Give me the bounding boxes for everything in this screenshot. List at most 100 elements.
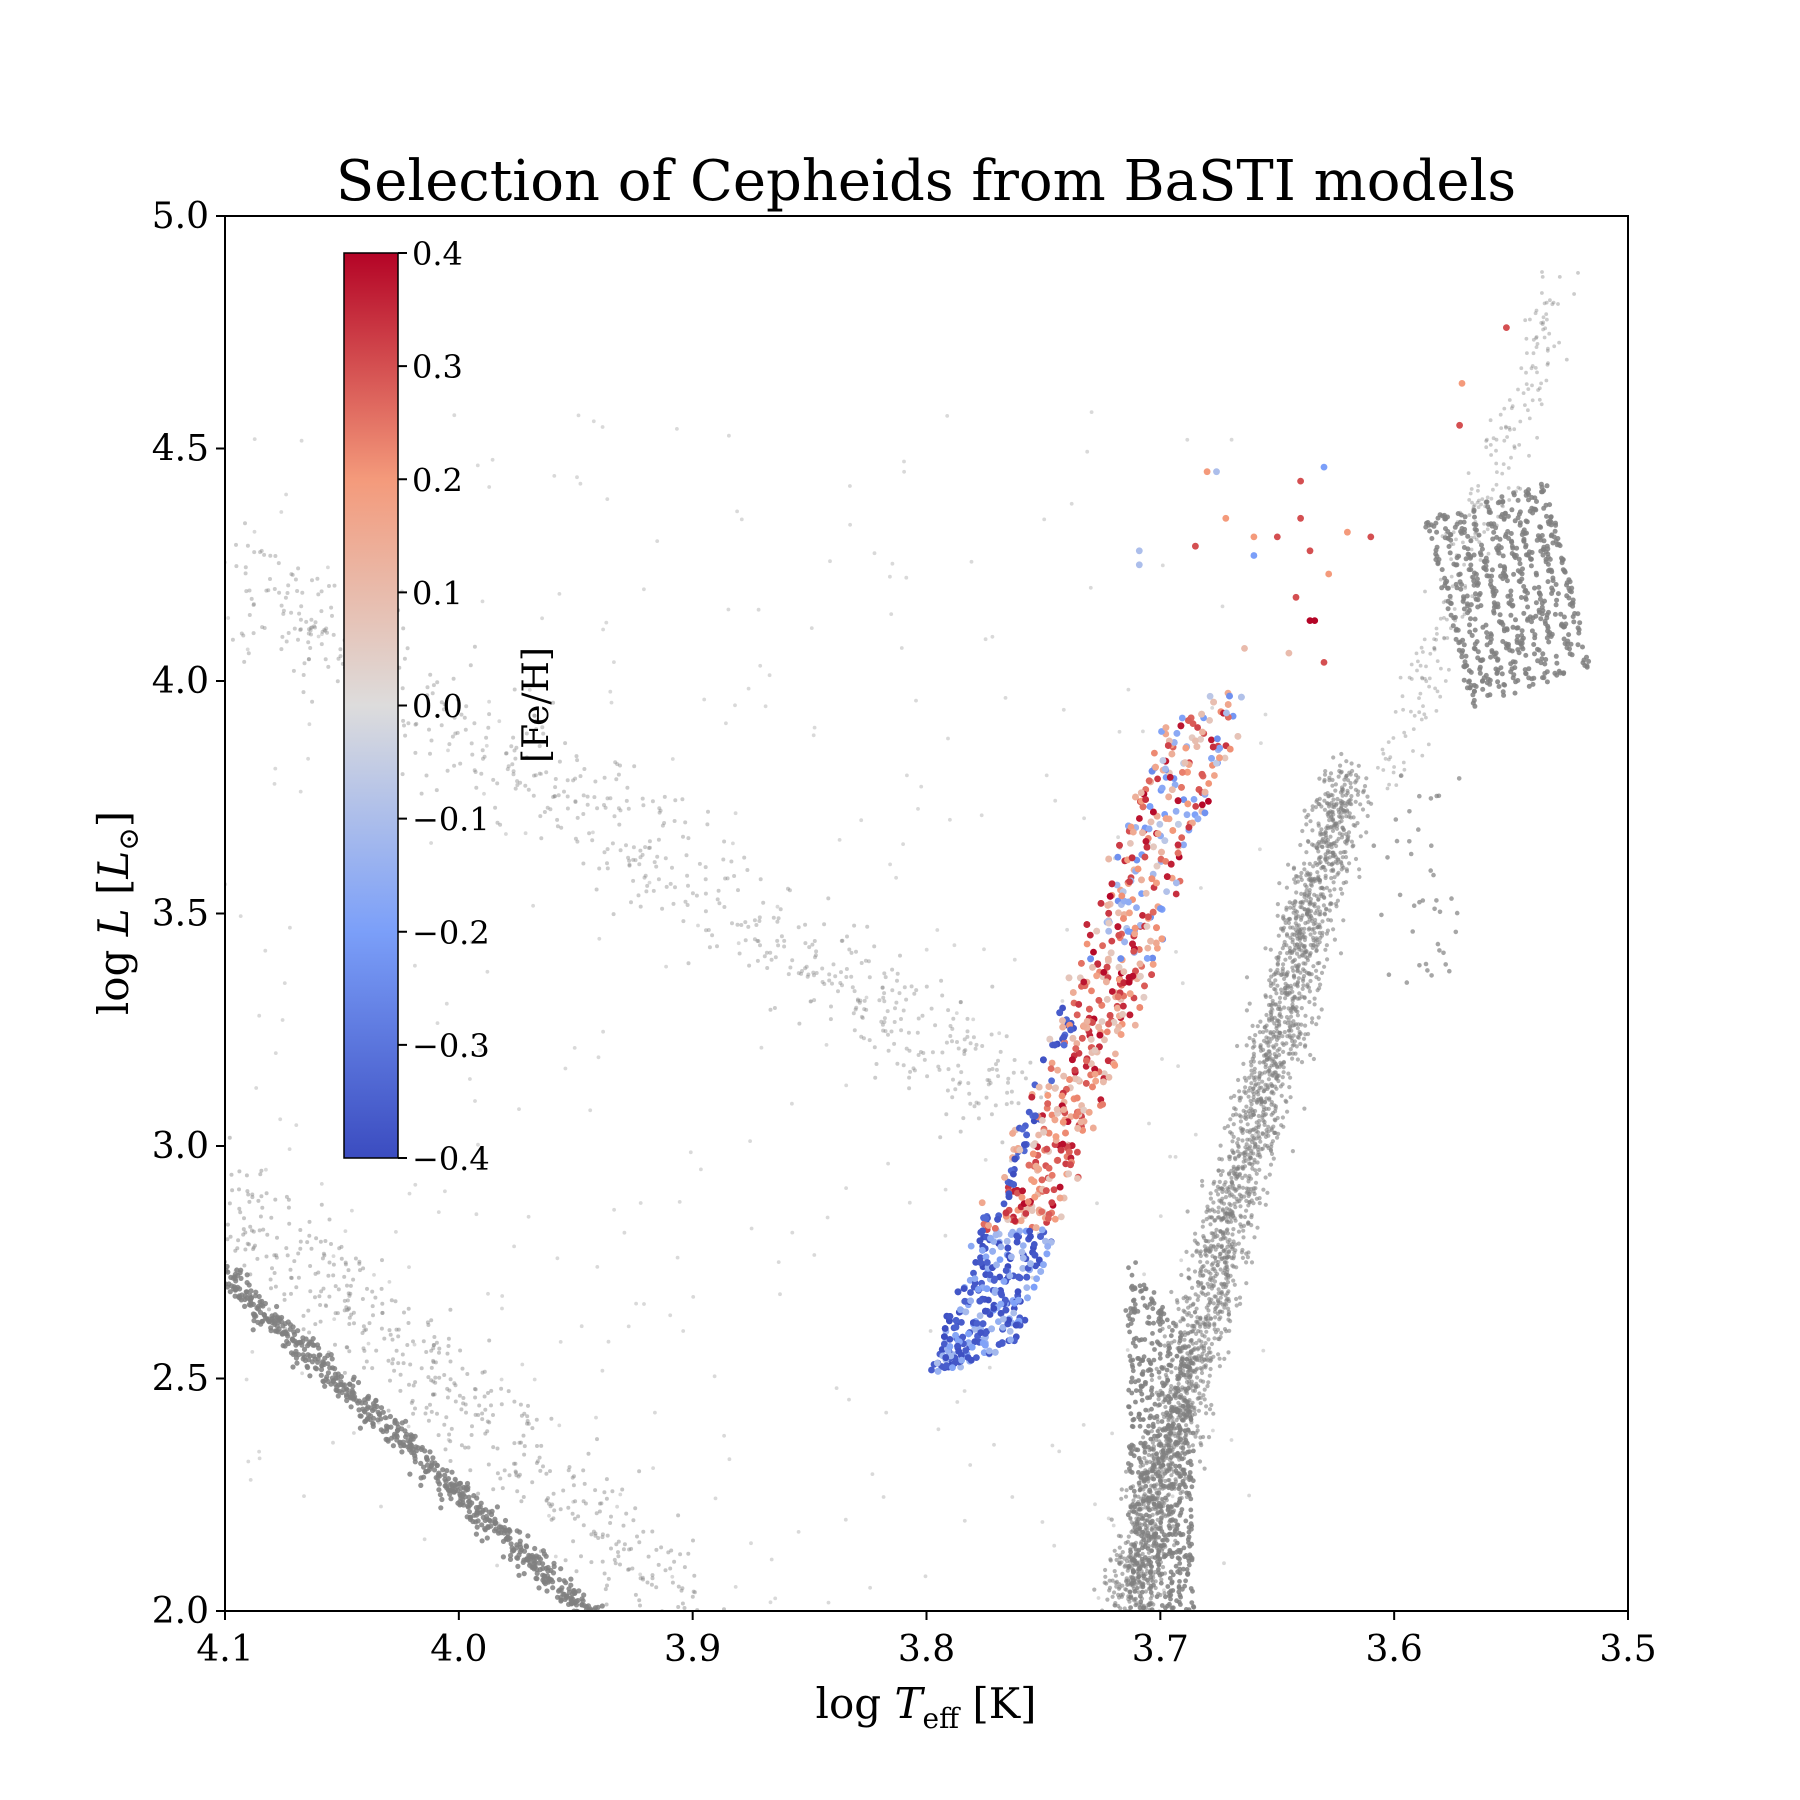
model-point — [1278, 950, 1283, 956]
model-point — [948, 1034, 953, 1038]
model-point — [1302, 1106, 1307, 1111]
model-point — [813, 955, 817, 960]
model-point — [811, 970, 816, 975]
model-point — [828, 559, 832, 564]
model-point — [1270, 1057, 1276, 1062]
model-point — [1149, 1377, 1154, 1383]
model-point — [670, 1574, 675, 1579]
model-point — [314, 1342, 321, 1348]
model-point — [1224, 1263, 1229, 1268]
model-point — [764, 950, 769, 955]
model-point — [1347, 770, 1352, 775]
model-point — [1112, 1618, 1116, 1622]
model-point — [1174, 950, 1178, 954]
model-point — [872, 1045, 877, 1050]
model-point — [539, 836, 544, 841]
model-point — [1298, 842, 1303, 848]
model-point — [1308, 882, 1313, 887]
model-point — [559, 825, 564, 830]
model-point — [944, 1040, 949, 1045]
model-point — [1127, 1329, 1132, 1335]
model-point — [1283, 957, 1288, 962]
model-point — [279, 603, 284, 608]
model-point — [778, 1292, 782, 1297]
model-point — [465, 1372, 470, 1376]
model-point — [455, 1500, 461, 1506]
model-point — [907, 1048, 912, 1053]
model-point — [1142, 1450, 1148, 1455]
model-point — [1231, 1227, 1236, 1232]
model-point — [534, 1461, 539, 1465]
model-point — [594, 1415, 598, 1420]
model-point — [504, 751, 509, 756]
model-point — [1299, 891, 1304, 897]
model-point — [965, 1034, 970, 1039]
model-point — [455, 697, 460, 702]
model-point — [601, 627, 605, 632]
model-point — [447, 742, 452, 747]
model-point — [447, 1388, 452, 1393]
model-point — [1249, 1072, 1254, 1077]
model-point — [633, 1592, 638, 1597]
model-point — [626, 855, 631, 860]
model-point — [1209, 1282, 1214, 1287]
model-point — [1325, 850, 1330, 855]
model-point — [1136, 1516, 1141, 1522]
model-point — [473, 1387, 478, 1392]
model-point — [1141, 729, 1145, 734]
model-point — [1137, 1488, 1143, 1493]
model-point — [486, 1291, 490, 1296]
model-point — [217, 1252, 221, 1256]
model-point — [1312, 930, 1317, 935]
model-point — [624, 798, 629, 803]
model-point — [1308, 876, 1313, 881]
model-point — [1229, 1131, 1234, 1136]
model-point — [345, 1345, 350, 1350]
model-point — [1222, 1305, 1227, 1310]
model-point — [1316, 905, 1321, 910]
model-point — [295, 589, 300, 593]
model-point — [897, 991, 902, 996]
model-point — [1119, 1496, 1124, 1501]
model-point — [993, 1103, 998, 1108]
model-point — [962, 1049, 967, 1054]
model-point — [1231, 1113, 1236, 1118]
model-point — [1297, 937, 1302, 943]
model-point — [459, 1407, 464, 1412]
model-point — [654, 864, 659, 869]
model-point — [453, 1383, 458, 1388]
model-point — [1236, 1077, 1241, 1083]
model-point — [1262, 1087, 1268, 1092]
model-point — [872, 944, 877, 949]
model-point — [248, 1300, 254, 1307]
model-point — [1232, 1093, 1237, 1099]
model-point — [638, 855, 643, 860]
model-point — [286, 631, 291, 635]
model-point — [318, 1239, 323, 1244]
model-point — [250, 1192, 255, 1197]
model-point — [562, 789, 566, 794]
model-point — [626, 806, 631, 811]
model-point — [822, 922, 827, 927]
model-point — [236, 1238, 241, 1243]
model-point — [1130, 1298, 1136, 1304]
model-point — [306, 640, 311, 645]
model-point — [1009, 1089, 1014, 1094]
model-point — [699, 1167, 703, 1172]
model-point — [1126, 1387, 1132, 1393]
model-point — [644, 889, 649, 894]
model-point — [541, 1464, 545, 1469]
model-point — [588, 1619, 593, 1624]
model-point — [257, 1456, 262, 1461]
model-point — [382, 1415, 388, 1421]
model-point — [610, 841, 615, 846]
model-point — [1257, 1167, 1262, 1172]
model-point — [1327, 778, 1332, 783]
model-point — [812, 939, 817, 943]
model-point — [1331, 927, 1336, 932]
model-point — [647, 839, 652, 844]
model-point — [470, 752, 475, 757]
model-point — [1053, 798, 1058, 803]
model-point — [313, 620, 318, 625]
model-point — [452, 763, 457, 768]
